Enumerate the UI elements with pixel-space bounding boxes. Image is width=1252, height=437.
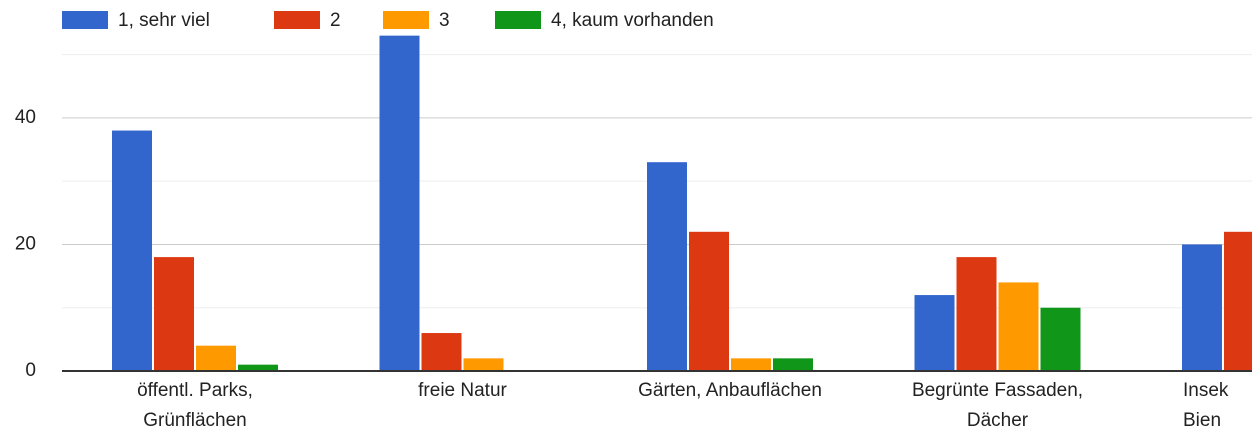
bar bbox=[112, 130, 152, 371]
x-tick-label: Insek bbox=[1183, 380, 1229, 401]
bar bbox=[689, 231, 729, 371]
legend-swatch bbox=[274, 11, 320, 29]
bar bbox=[421, 333, 462, 371]
x-tick-label: Gärten, Anbauflächen bbox=[638, 380, 822, 401]
bar bbox=[1040, 307, 1081, 371]
x-tick-label: Dächer bbox=[967, 410, 1029, 431]
bar bbox=[731, 358, 771, 371]
bar bbox=[956, 257, 997, 371]
bar bbox=[154, 257, 194, 371]
bar bbox=[1182, 244, 1222, 371]
legend-swatch bbox=[383, 11, 429, 29]
x-tick-label: Grünflächen bbox=[143, 410, 247, 431]
bar bbox=[914, 295, 955, 371]
y-tick-label: 40 bbox=[15, 107, 36, 128]
bar bbox=[647, 162, 687, 371]
bar bbox=[196, 345, 236, 371]
y-tick-label: 0 bbox=[25, 360, 36, 381]
legend-label: 1, sehr viel bbox=[118, 10, 210, 31]
y-tick-label: 20 bbox=[15, 233, 36, 254]
x-tick-label: Begrünte Fassaden, bbox=[912, 380, 1083, 401]
legend-swatch bbox=[62, 11, 108, 29]
bar bbox=[463, 358, 504, 371]
x-tick-label: Bien bbox=[1183, 410, 1221, 431]
bar bbox=[773, 358, 813, 371]
bar bbox=[379, 35, 420, 371]
legend-label: 2 bbox=[330, 10, 341, 31]
legend-label: 4, kaum vorhanden bbox=[551, 10, 714, 31]
bar bbox=[238, 364, 278, 371]
legend-swatch bbox=[495, 11, 541, 29]
x-tick-label: öffentl. Parks, bbox=[137, 380, 253, 401]
x-tick-label: freie Natur bbox=[418, 380, 507, 401]
bar bbox=[1224, 231, 1252, 371]
bar bbox=[998, 282, 1039, 371]
legend-label: 3 bbox=[439, 10, 450, 31]
